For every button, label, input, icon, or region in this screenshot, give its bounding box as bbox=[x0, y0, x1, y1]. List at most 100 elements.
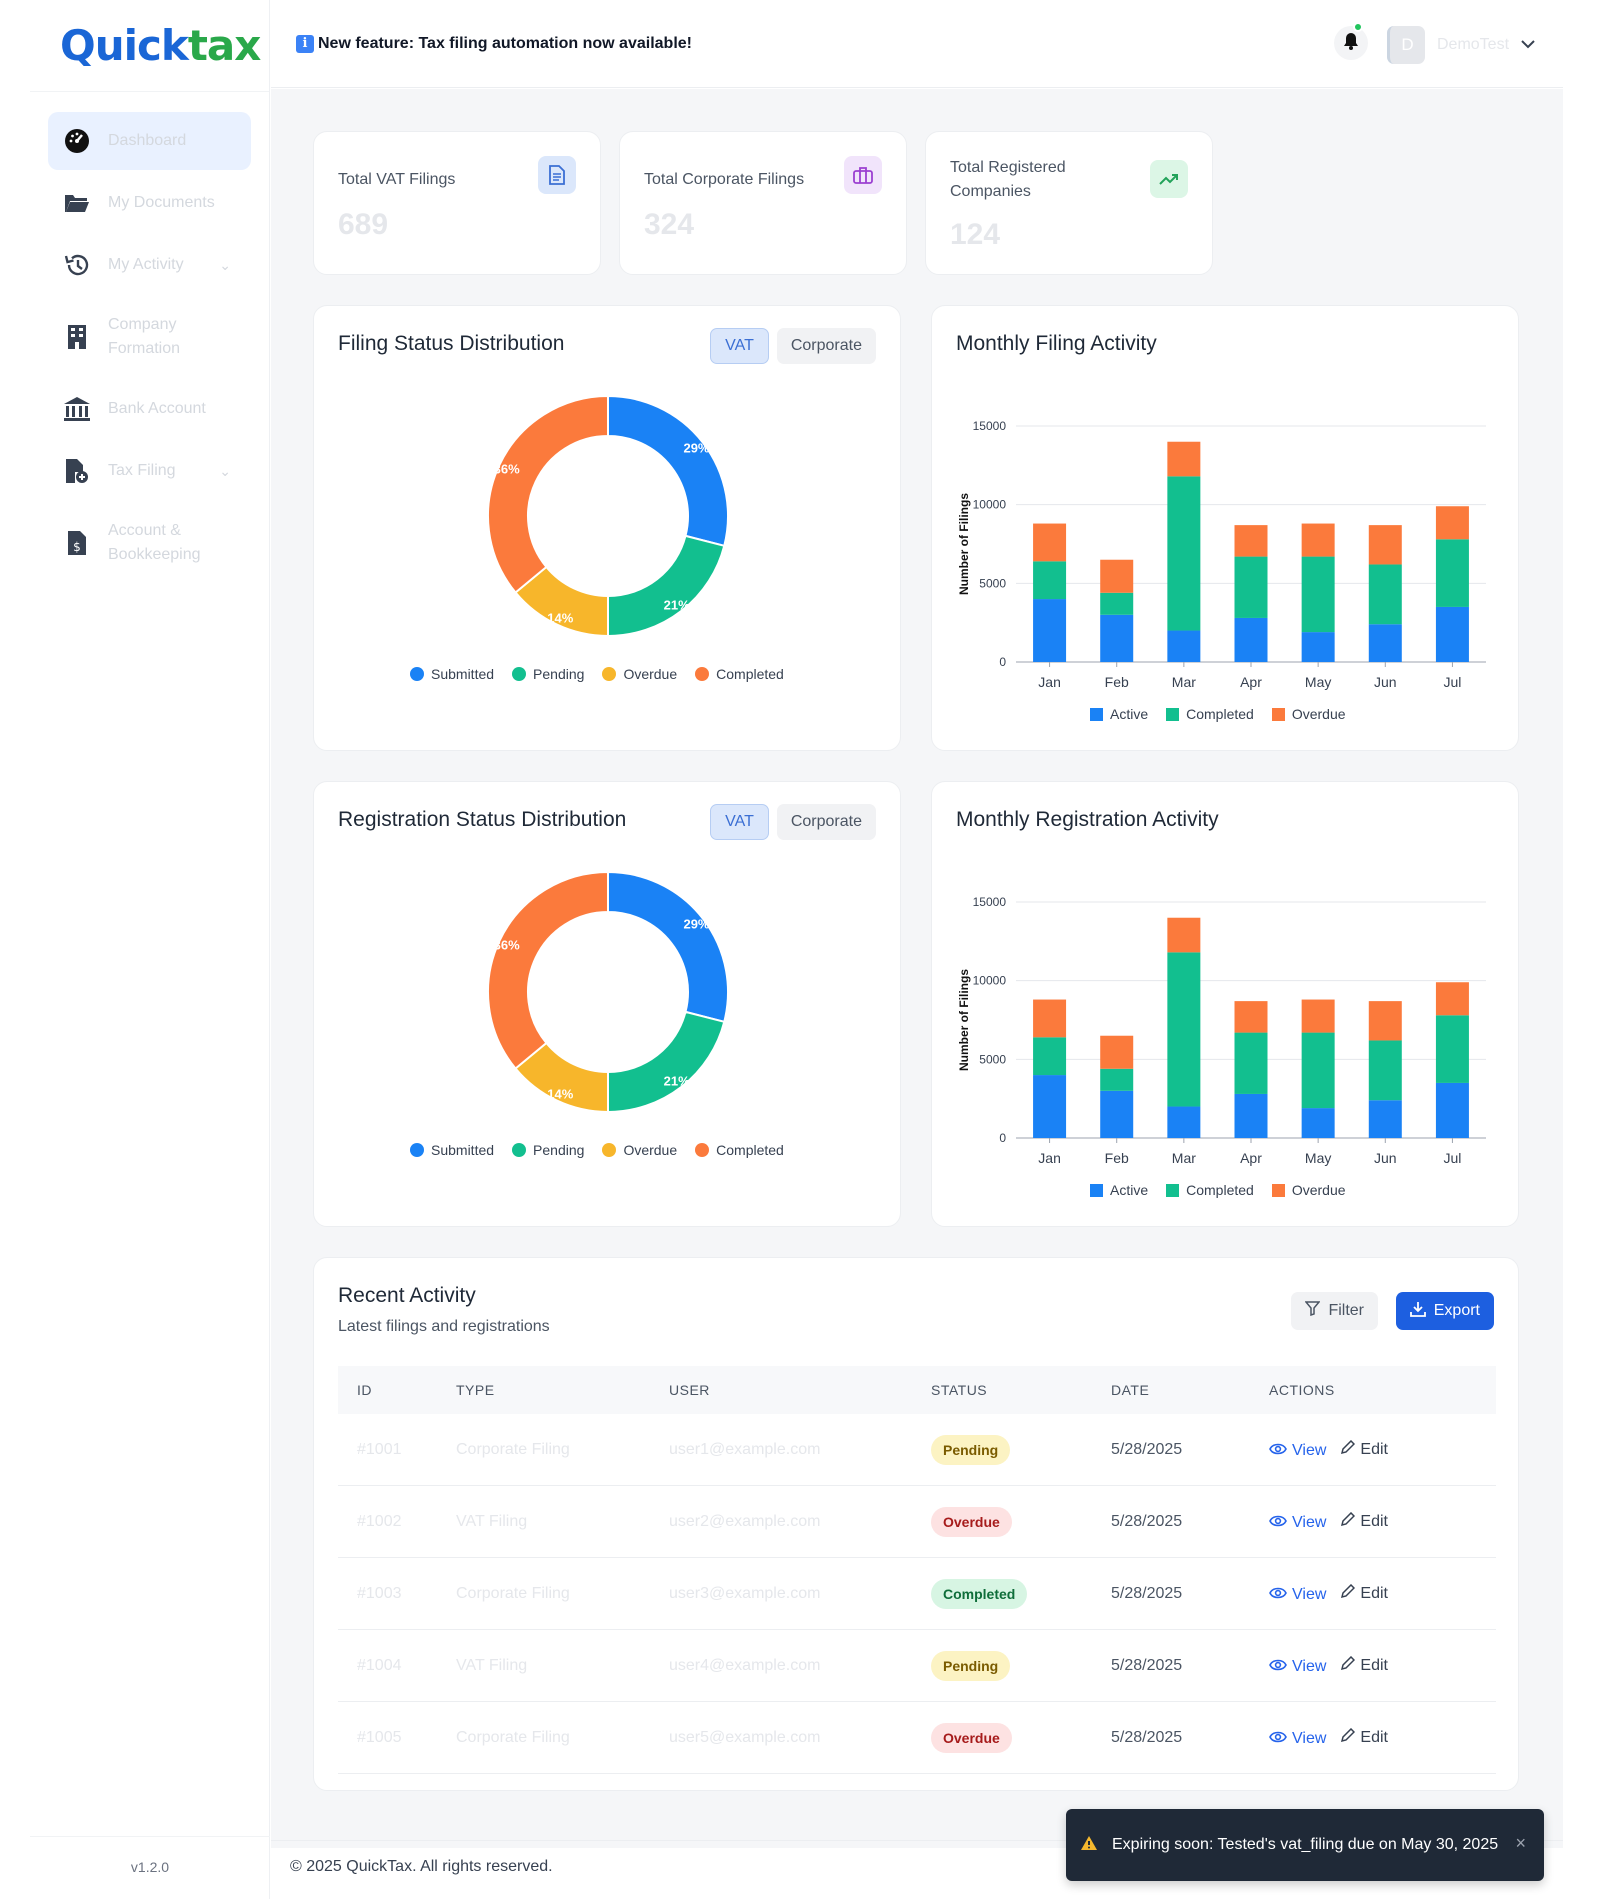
column-header-status[interactable]: STATUS bbox=[931, 1382, 988, 1398]
bar-completed-jun[interactable] bbox=[1368, 564, 1402, 625]
cell-status: Pending bbox=[931, 1434, 1111, 1465]
sidebar-item-dashboard[interactable]: Dashboard bbox=[48, 112, 251, 170]
donut-slice-pending[interactable] bbox=[607, 1010, 726, 1114]
edit-button[interactable]: Edit bbox=[1340, 1439, 1388, 1460]
stat-title: Total Corporate Filings bbox=[644, 171, 805, 188]
bar-overdue-feb[interactable] bbox=[1100, 1035, 1134, 1069]
bar-completed-feb[interactable] bbox=[1100, 592, 1134, 615]
bar-active-apr[interactable] bbox=[1234, 1093, 1268, 1138]
cell-actions: View Edit bbox=[1269, 1511, 1496, 1532]
quicktax-logo[interactable]: Quicktax bbox=[60, 21, 261, 70]
stat-card-companies: Total Registered Companies 124 bbox=[925, 131, 1213, 275]
monthly-filing-card: Monthly Filing Activity 0 5000 10000 15000 N… bbox=[931, 305, 1519, 751]
donut-slice-completed[interactable] bbox=[487, 870, 609, 1070]
bar-completed-jan[interactable] bbox=[1033, 1037, 1067, 1076]
bar-completed-jul[interactable] bbox=[1435, 539, 1469, 607]
bar-overdue-apr[interactable] bbox=[1234, 1001, 1268, 1033]
view-button[interactable]: View bbox=[1269, 1658, 1326, 1676]
edit-button[interactable]: Edit bbox=[1340, 1511, 1388, 1532]
bar-active-may[interactable] bbox=[1301, 632, 1335, 662]
bar-active-may[interactable] bbox=[1301, 1108, 1335, 1138]
briefcase-icon bbox=[844, 156, 882, 194]
bar-completed-mar[interactable] bbox=[1167, 952, 1201, 1107]
bar-overdue-jun[interactable] bbox=[1368, 1001, 1402, 1041]
bar-overdue-may[interactable] bbox=[1301, 523, 1335, 557]
bar-completed-apr[interactable] bbox=[1234, 556, 1268, 618]
bar-active-mar[interactable] bbox=[1167, 630, 1201, 662]
bar-overdue-apr[interactable] bbox=[1234, 525, 1268, 557]
bar-overdue-jun[interactable] bbox=[1368, 525, 1402, 565]
bar-overdue-jan[interactable] bbox=[1033, 523, 1067, 562]
bar-completed-jan[interactable] bbox=[1033, 561, 1067, 600]
donut-slice-submitted[interactable] bbox=[607, 394, 729, 548]
bar-active-jul[interactable] bbox=[1435, 1082, 1469, 1138]
bar-active-apr[interactable] bbox=[1234, 617, 1268, 662]
donut-slice-pending[interactable] bbox=[607, 534, 726, 638]
cell-status: Pending bbox=[931, 1650, 1111, 1681]
column-header-user[interactable]: USER bbox=[669, 1382, 710, 1398]
bar-overdue-jul[interactable] bbox=[1435, 506, 1469, 540]
bar-overdue-mar[interactable] bbox=[1167, 917, 1201, 953]
edit-button[interactable]: Edit bbox=[1340, 1583, 1388, 1604]
column-header-id[interactable]: ID bbox=[357, 1382, 372, 1398]
bar-overdue-jul[interactable] bbox=[1435, 982, 1469, 1016]
bar-active-feb[interactable] bbox=[1100, 614, 1134, 662]
registration-status-donut-chart: 29% 21% 14% 36% bbox=[487, 870, 729, 1114]
cell-actions: View Edit bbox=[1269, 1655, 1496, 1676]
legend-item: Submitted bbox=[410, 1142, 494, 1158]
status-badge: Overdue bbox=[931, 1722, 1012, 1753]
bar-completed-jun[interactable] bbox=[1368, 1040, 1402, 1101]
notifications-button[interactable] bbox=[1334, 22, 1368, 60]
view-button[interactable]: View bbox=[1269, 1514, 1326, 1532]
sidebar-item-my-documents[interactable]: My Documents bbox=[48, 174, 251, 232]
sidebar-item-tax-filing[interactable]: Tax Filing ⌄ bbox=[48, 442, 251, 500]
bar-active-jan[interactable] bbox=[1033, 1075, 1067, 1138]
donut-slice-completed[interactable] bbox=[487, 394, 609, 594]
bar-active-jun[interactable] bbox=[1368, 624, 1402, 662]
bar-active-jan[interactable] bbox=[1033, 599, 1067, 662]
pencil-icon bbox=[1340, 1583, 1356, 1604]
sidebar-item-bank-account[interactable]: Bank Account bbox=[48, 380, 251, 438]
bar-completed-apr[interactable] bbox=[1234, 1032, 1268, 1094]
bar-completed-feb[interactable] bbox=[1100, 1068, 1134, 1091]
toggle-corporate[interactable]: Corporate bbox=[776, 328, 876, 364]
donut-slice-submitted[interactable] bbox=[607, 870, 729, 1024]
filter-button[interactable]: Filter bbox=[1291, 1292, 1378, 1330]
bar-overdue-mar[interactable] bbox=[1167, 441, 1201, 477]
bar-completed-mar[interactable] bbox=[1167, 476, 1201, 631]
edit-button[interactable]: Edit bbox=[1340, 1655, 1388, 1676]
legend-item: Active bbox=[1090, 706, 1148, 722]
bar-completed-may[interactable] bbox=[1301, 556, 1335, 633]
bar-overdue-may[interactable] bbox=[1301, 999, 1335, 1033]
view-button[interactable]: View bbox=[1269, 1586, 1326, 1604]
sidebar-item-my-activity[interactable]: My Activity ⌄ bbox=[48, 236, 251, 294]
view-button[interactable]: View bbox=[1269, 1442, 1326, 1460]
sidebar-item-label: My Activity bbox=[108, 256, 184, 273]
bar-active-mar[interactable] bbox=[1167, 1106, 1201, 1138]
view-button[interactable]: View bbox=[1269, 1730, 1326, 1748]
toggle-vat[interactable]: VAT bbox=[710, 328, 769, 364]
y-axis-label: Number of Filings bbox=[957, 493, 971, 595]
column-header-date[interactable]: DATE bbox=[1111, 1382, 1150, 1398]
bar-overdue-jan[interactable] bbox=[1033, 999, 1067, 1038]
cell-user: user2@example.com bbox=[669, 1512, 821, 1530]
bar-overdue-feb[interactable] bbox=[1100, 559, 1134, 593]
bar-active-jul[interactable] bbox=[1435, 606, 1469, 662]
close-icon[interactable]: × bbox=[1515, 1833, 1526, 1853]
bar-completed-may[interactable] bbox=[1301, 1032, 1335, 1109]
x-tick-label: Mar bbox=[1172, 1150, 1196, 1166]
column-header-actions: ACTIONS bbox=[1269, 1382, 1335, 1398]
user-menu[interactable]: D DemoTest bbox=[1387, 26, 1535, 64]
sidebar-item-account-bookkeeping[interactable]: $ Account & Bookkeeping bbox=[48, 504, 251, 582]
stat-title: Total VAT Filings bbox=[338, 171, 456, 188]
sidebar-item-company-formation[interactable]: Company Formation bbox=[48, 298, 251, 376]
edit-button[interactable]: Edit bbox=[1340, 1727, 1388, 1748]
bar-completed-jul[interactable] bbox=[1435, 1015, 1469, 1083]
bar-active-feb[interactable] bbox=[1100, 1090, 1134, 1138]
toggle-corporate[interactable]: Corporate bbox=[776, 804, 876, 840]
bar-active-jun[interactable] bbox=[1368, 1100, 1402, 1138]
column-header-type[interactable]: TYPE bbox=[456, 1382, 495, 1398]
export-button[interactable]: Export bbox=[1395, 1292, 1494, 1330]
legend-item: Submitted bbox=[410, 666, 494, 682]
toggle-vat[interactable]: VAT bbox=[710, 804, 769, 840]
